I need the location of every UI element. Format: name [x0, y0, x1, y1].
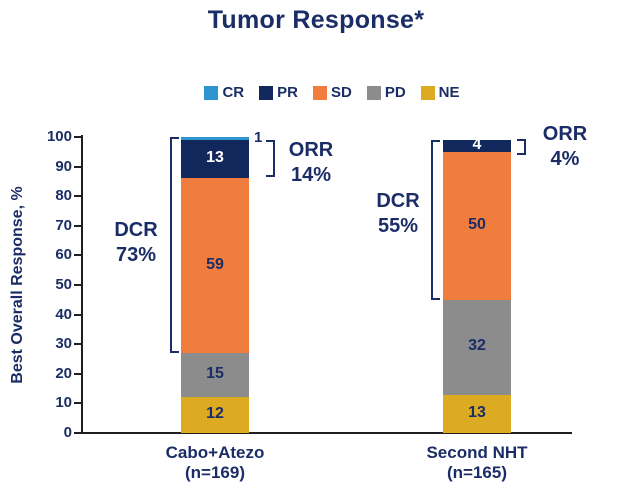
- segment-value-label-sd: 50: [468, 215, 486, 233]
- y-tick-label: 100: [46, 128, 72, 145]
- legend-item-ne: NE: [420, 84, 460, 101]
- dcr-bar0-bracket-foot-top: [170, 137, 179, 139]
- orr-bar0-bracket-foot-bottom: [266, 175, 275, 177]
- x-axis-label-line1: Cabo+Atezo: [165, 443, 265, 462]
- legend-swatch-cr: [204, 85, 219, 100]
- x-axis-label: Cabo+Atezo (n=169): [135, 443, 295, 483]
- segment-value-label-sd: 59: [206, 255, 224, 273]
- y-tick-mark: [74, 254, 81, 257]
- y-tick-mark: [74, 224, 81, 227]
- legend-label-pr: PR: [277, 84, 298, 101]
- segment-value-label-pd: 32: [468, 337, 486, 355]
- dcr-bar1-bracket-foot-bottom: [431, 298, 440, 300]
- x-axis-label: Second NHT (n=165): [397, 443, 557, 483]
- y-tick-label: 80: [55, 187, 72, 205]
- legend-label-cr: CR: [222, 84, 245, 101]
- legend-swatch-ne: [420, 85, 435, 100]
- legend-swatch-pr: [259, 85, 274, 100]
- y-tick-mark: [74, 343, 81, 346]
- bar-segment-ne: [181, 397, 249, 433]
- legend: CR PR SD PD NE: [32, 84, 632, 101]
- dcr-bar0-label: DCR 73%: [76, 218, 196, 268]
- orr-bar1-bracket: [524, 139, 526, 155]
- bar-segment-pd: [181, 353, 249, 398]
- dcr-bar0-label-line1: DCR: [114, 219, 158, 241]
- dcr-bar1-label: DCR 55%: [338, 189, 458, 239]
- legend-swatch-sd: [312, 85, 327, 100]
- segment-value-label-pd: 15: [206, 365, 224, 383]
- y-tick-label: 30: [55, 335, 72, 353]
- y-tick-label: 40: [55, 305, 72, 323]
- legend-item-pr: PR: [259, 84, 298, 101]
- segment-value-label-pr: 4: [472, 135, 482, 153]
- orr-bar1-label: ORR 4%: [505, 122, 625, 172]
- y-tick-mark: [74, 136, 81, 138]
- legend-label-pd: PD: [384, 84, 406, 101]
- orr-bar1-bracket-foot-bottom: [517, 153, 526, 155]
- y-tick-mark: [74, 402, 81, 405]
- bar-segment-ne: [443, 394, 511, 433]
- dcr-bar1-bracket-foot-top: [431, 140, 440, 142]
- orr-bar0-label: ORR 14%: [251, 138, 371, 188]
- bar-segment-pr: [181, 139, 249, 179]
- orr-bar0-bracket-foot-top: [266, 140, 275, 142]
- y-tick-label: 50: [55, 276, 72, 293]
- y-axis-title: Best Overall Response, %: [9, 186, 26, 384]
- bar-segment-sd: [443, 151, 511, 300]
- y-tick-mark: [74, 284, 81, 286]
- x-axis-label-line2: (n=169): [185, 463, 245, 482]
- y-tick-mark: [74, 313, 81, 316]
- legend-item-cr: CR: [204, 84, 244, 101]
- y-tick-label: 70: [55, 216, 72, 234]
- bar-segment-pd: [443, 299, 511, 395]
- legend-item-sd: SD: [312, 84, 352, 101]
- dcr-bar1-label-line2: 55%: [377, 215, 419, 237]
- y-tick-mark: [74, 432, 81, 434]
- orr-bar0-label-line1: ORR: [288, 139, 334, 161]
- orr-bar1-label-line2: 4%: [550, 148, 580, 170]
- x-axis-label-line1: Second NHT: [426, 443, 528, 462]
- y-axis-line: [81, 135, 83, 434]
- y-tick-label: 60: [55, 246, 72, 264]
- y-tick-label: 90: [55, 157, 72, 175]
- x-axis-label-line2: (n=165): [447, 463, 507, 482]
- segment-value-label-ne: 12: [206, 405, 224, 423]
- orr-bar0-label-line2: 14%: [290, 164, 332, 186]
- bar-segment-pr: [443, 139, 511, 152]
- y-tick-mark: [74, 195, 81, 198]
- orr-bar1-label-line1: ORR: [542, 123, 588, 145]
- dcr-bar0-label-line2: 73%: [115, 244, 157, 266]
- dcr-bar1-label-line1: DCR: [376, 190, 420, 212]
- dcr-bar1-bracket: [431, 140, 433, 300]
- orr-bar0-bracket: [273, 140, 275, 177]
- legend-item-pd: PD: [366, 84, 406, 101]
- y-tick-label: 0: [63, 424, 72, 441]
- segment-value-label-pr: 13: [206, 149, 224, 167]
- orr-bar1-bracket-foot-top: [517, 139, 526, 141]
- x-axis-line: [78, 432, 572, 434]
- dcr-bar0-bracket-foot-bottom: [170, 351, 179, 353]
- segment-value-label-ne: 13: [468, 403, 486, 421]
- bar-segment-sd: [181, 178, 249, 354]
- y-tick-label: 20: [55, 364, 72, 382]
- bar-segment-cr: [181, 137, 249, 140]
- legend-label-sd: SD: [330, 84, 352, 101]
- y-tick-label: 10: [55, 394, 72, 412]
- dcr-bar0-bracket: [170, 137, 172, 353]
- legend-swatch-pd: [366, 85, 381, 100]
- segment-value-label-cr: 1: [254, 129, 263, 146]
- y-tick-mark: [74, 165, 81, 168]
- chart-title: Tumor Response*: [207, 6, 425, 34]
- y-tick-mark: [74, 372, 81, 375]
- legend-label-ne: NE: [438, 84, 460, 101]
